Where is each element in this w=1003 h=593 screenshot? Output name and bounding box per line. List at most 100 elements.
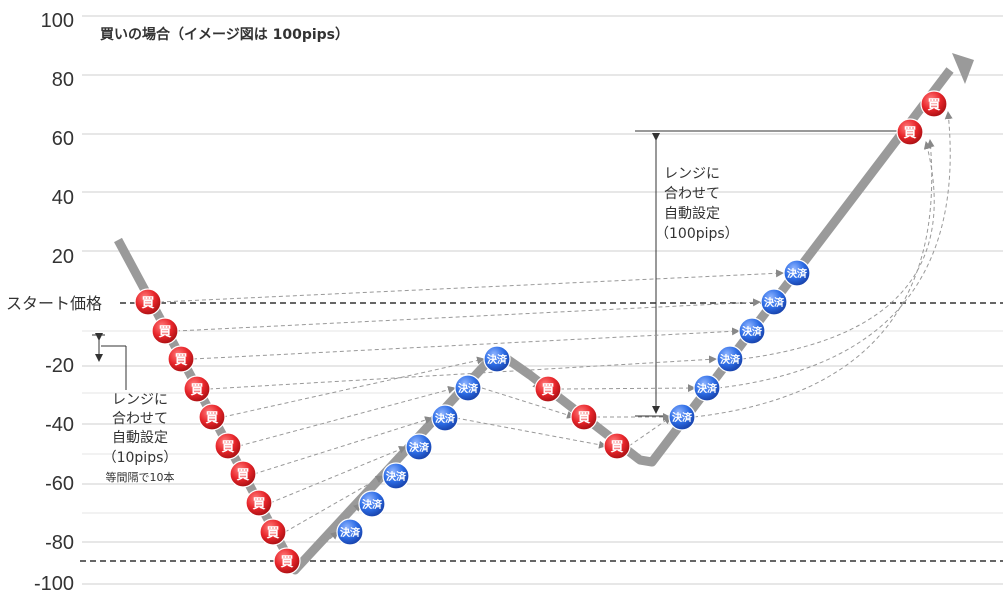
dashed-arrow (222, 356, 485, 418)
start-price-label: スタート価格 (6, 294, 102, 313)
dashed-curve-arrow (741, 141, 935, 360)
settle-marker-label: 決済 (409, 441, 430, 454)
dashed-arrow (455, 417, 607, 449)
buy-marker: 買 (134, 288, 162, 316)
y-tick-minus100: -100 (34, 573, 74, 593)
order-arrows (159, 111, 953, 567)
settle-marker-label: 決済 (362, 498, 383, 511)
buy-marker-label: 買 (577, 411, 590, 426)
y-tick-minus60: -60 (45, 473, 74, 495)
buy-marker-label: 買 (266, 526, 279, 541)
range-large-line-4: （100pips） (655, 226, 739, 242)
dashed-arrow (175, 298, 761, 332)
settle-marker: 決済 (738, 317, 766, 345)
dashed-arrow (192, 327, 740, 360)
buy-marker: 買 (167, 345, 195, 373)
range-label-large: レンジに 合わせて 自動設定 （100pips） (655, 166, 739, 242)
buy-marker-label: 買 (236, 468, 249, 483)
settle-marker-label: 決済 (742, 325, 763, 338)
buy-marker: 買 (151, 317, 179, 345)
range-small-line-1: レンジに (112, 392, 168, 408)
settle-marker: 決済 (716, 345, 744, 373)
buy-marker-label: 買 (280, 555, 293, 570)
buy-marker: 買 (603, 432, 631, 460)
dashed-arrow (297, 503, 362, 562)
dashed-arrow (159, 269, 784, 303)
y-tick-20: 20 (52, 246, 74, 268)
settle-marker-label: 決済 (720, 353, 741, 366)
settle-marker-label: 決済 (386, 470, 407, 483)
range-label-small: レンジに 合わせて 自動設定 （10pips） 等間隔で10本 (103, 392, 178, 484)
buy-marker-label: 買 (610, 440, 623, 455)
buy-marker: 買 (229, 460, 257, 488)
buy-marker-label: 買 (158, 325, 171, 340)
buy-marker-label: 買 (541, 383, 554, 398)
buy-marker: 買 (198, 403, 226, 431)
y-tick-minus80: -80 (45, 532, 74, 554)
settle-marker: 決済 (358, 490, 386, 518)
range-small-note: 等間隔で10本 (106, 470, 175, 484)
dashed-curve-arrow (717, 111, 953, 389)
dashed-arrow (269, 445, 407, 504)
settle-marker: 決済 (454, 374, 482, 402)
y-tick-40: 40 (52, 187, 74, 209)
buy-marker: 買 (214, 432, 242, 460)
buy-marker-label: 買 (190, 383, 203, 398)
dashed-arrow (481, 387, 575, 419)
dashed-arrow (238, 385, 456, 447)
settle-marker: 決済 (431, 404, 459, 432)
dashed-arrow (208, 355, 717, 390)
y-tick-minus40: -40 (45, 414, 74, 436)
settle-marker: 決済 (336, 518, 364, 546)
y-tick-80: 80 (52, 69, 74, 91)
buy-marker-label: 買 (141, 296, 154, 311)
y-tick-60: 60 (52, 128, 74, 150)
buy-marker: 買 (183, 375, 211, 403)
settle-marker: 決済 (405, 433, 433, 461)
y-tick-minus20: -20 (45, 355, 74, 377)
range-small-line-2: 合わせて (112, 411, 168, 427)
settle-marker-label: 決済 (487, 353, 508, 366)
buy-marker: 買 (920, 90, 948, 118)
range-large-line-3: 自動設定 (664, 206, 720, 222)
buy-marker-label: 買 (205, 411, 218, 426)
dashed-arrow (284, 475, 384, 533)
range-large-line-2: 合わせて (664, 186, 720, 202)
y-tick-100: 100 (41, 10, 74, 32)
settle-marker-label: 決済 (764, 296, 785, 309)
settle-marker-label: 決済 (697, 382, 718, 395)
settle-marker: 決済 (760, 288, 788, 316)
buy-marker: 買 (570, 403, 598, 431)
buy-marker-label: 買 (903, 126, 916, 141)
settle-marker-label: 決済 (672, 411, 693, 424)
buy-marker-label: 買 (252, 497, 265, 512)
buy-marker: 買 (259, 518, 287, 546)
buy-marker: 買 (534, 375, 562, 403)
settle-marker: 決済 (693, 374, 721, 402)
settle-marker-label: 決済 (340, 526, 361, 539)
dashed-arrow (297, 531, 339, 567)
chart-title: 買いの場合（イメージ図は 100pips） (100, 26, 349, 43)
grid-lines (82, 15, 1003, 585)
settle-marker: 決済 (483, 345, 511, 373)
dashed-arrow (628, 416, 672, 447)
range-small-line-3: 自動設定 (112, 430, 168, 446)
settle-marker-label: 決済 (435, 412, 456, 425)
settle-marker-label: 決済 (458, 382, 479, 395)
buy-marker-label: 買 (927, 98, 940, 113)
dashed-curve-arrow (693, 139, 935, 418)
dashed-arrow (559, 384, 696, 393)
buy-marker: 買 (245, 489, 273, 517)
range-small-line-4: （10pips） (103, 450, 178, 466)
settle-marker: 決済 (783, 259, 811, 287)
order-markers: 決済決済決済決済決済決済決済決済決済決済決済決済決済買買買買買買買買買買買買買買… (134, 90, 948, 575)
settle-marker: 決済 (668, 403, 696, 431)
buy-marker-label: 買 (221, 440, 234, 455)
buy-marker: 買 (273, 547, 301, 575)
range-bracket-small (92, 333, 127, 390)
settle-marker-label: 決済 (787, 267, 808, 280)
buy-marker: 買 (896, 118, 924, 146)
y-axis: 100 80 60 40 20 -20 -40 -60 -80 -100 (34, 10, 74, 593)
dashed-arrow (253, 416, 433, 475)
